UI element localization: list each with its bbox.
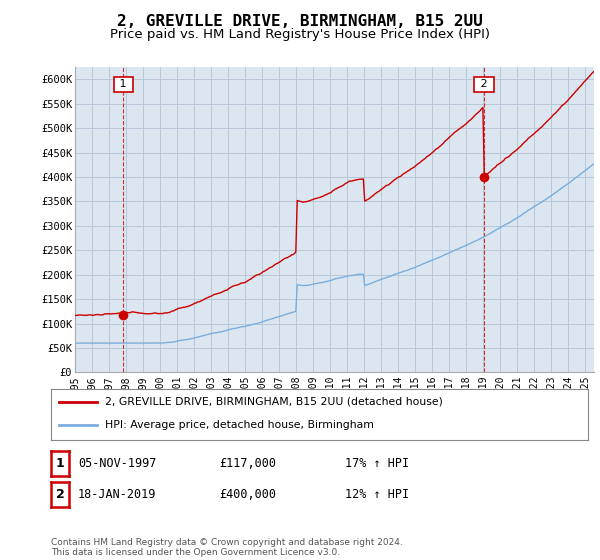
Text: 2: 2 — [477, 80, 491, 90]
Text: 1: 1 — [116, 80, 130, 90]
Text: 2, GREVILLE DRIVE, BIRMINGHAM, B15 2UU: 2, GREVILLE DRIVE, BIRMINGHAM, B15 2UU — [117, 14, 483, 29]
Text: Contains HM Land Registry data © Crown copyright and database right 2024.
This d: Contains HM Land Registry data © Crown c… — [51, 538, 403, 557]
Text: Price paid vs. HM Land Registry's House Price Index (HPI): Price paid vs. HM Land Registry's House … — [110, 28, 490, 41]
Text: 12% ↑ HPI: 12% ↑ HPI — [345, 488, 409, 501]
Text: 17% ↑ HPI: 17% ↑ HPI — [345, 457, 409, 470]
Text: HPI: Average price, detached house, Birmingham: HPI: Average price, detached house, Birm… — [105, 421, 374, 431]
Text: 05-NOV-1997: 05-NOV-1997 — [78, 457, 157, 470]
Text: 2, GREVILLE DRIVE, BIRMINGHAM, B15 2UU (detached house): 2, GREVILLE DRIVE, BIRMINGHAM, B15 2UU (… — [105, 397, 443, 407]
Text: £117,000: £117,000 — [219, 457, 276, 470]
Text: 1: 1 — [56, 457, 64, 470]
Text: 18-JAN-2019: 18-JAN-2019 — [78, 488, 157, 501]
Text: 2: 2 — [56, 488, 64, 501]
Text: £400,000: £400,000 — [219, 488, 276, 501]
